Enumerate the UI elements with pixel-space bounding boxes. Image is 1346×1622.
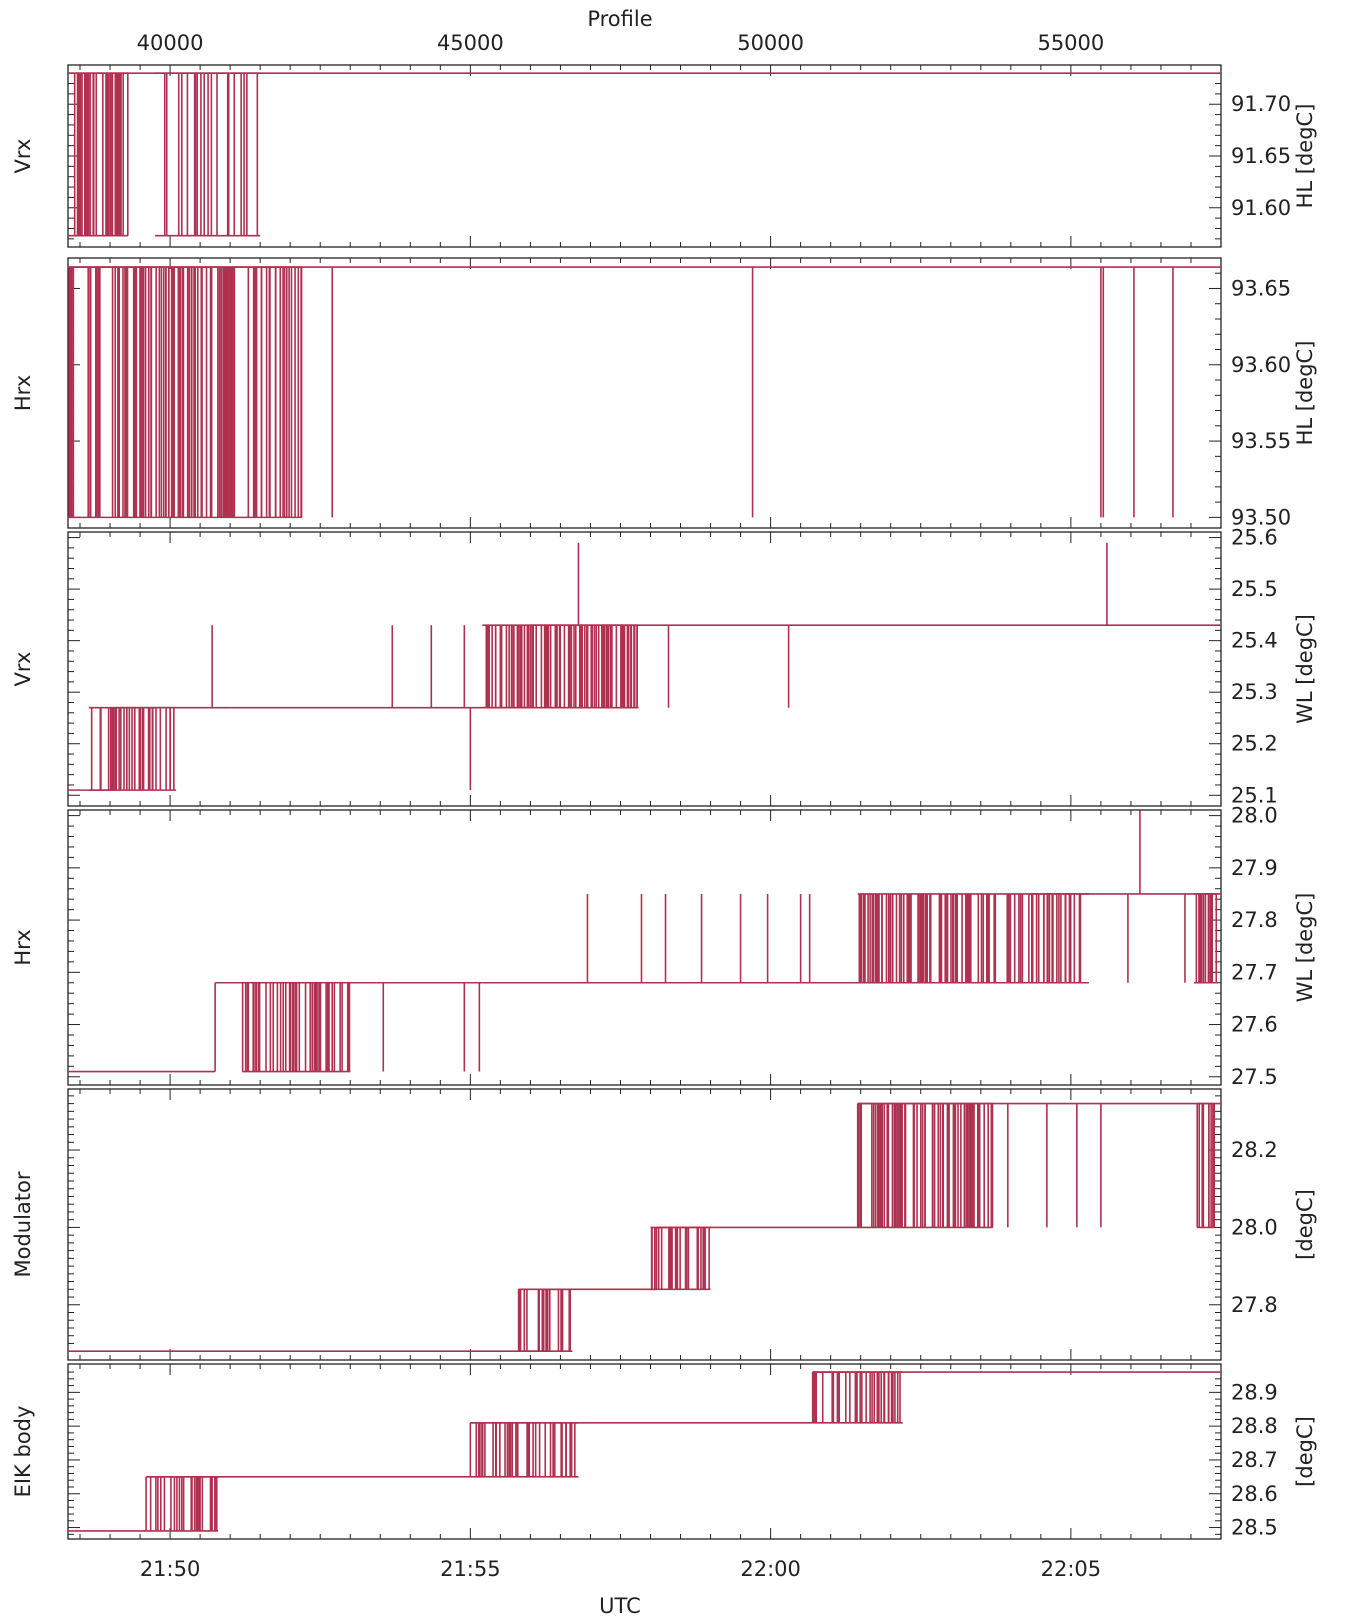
y-tick-label: 28.0: [1231, 804, 1278, 828]
y-tick-label: 27.6: [1231, 1013, 1278, 1037]
panel-left-label: Vrx: [11, 652, 35, 687]
series-trace: [68, 810, 1221, 1073]
panel-right-label: HL [degC]: [1293, 104, 1317, 209]
bottom-tick-label: 21:50: [140, 1557, 201, 1581]
top-tick-label: 45000: [437, 31, 504, 55]
y-tick-label: 28.5: [1231, 1516, 1278, 1540]
panel-right-label: [degC]: [1293, 1416, 1317, 1487]
top-axis-ticks: 40000 45000 50000 55000: [137, 31, 1105, 55]
y-tick-label: 93.60: [1231, 353, 1291, 377]
bottom-axis-label: UTC: [599, 1594, 641, 1618]
panel-frame: [67, 1088, 1222, 1361]
panel-2: 93.50 93.55 93.60 93.65 Hrx HL [degC]: [11, 257, 1317, 529]
y-tick-label: 28.7: [1231, 1448, 1278, 1472]
panel-frame: [67, 809, 1222, 1086]
series-trace: [68, 72, 1221, 237]
y-tick-label: 28.0: [1231, 1215, 1278, 1239]
y-tick-label: 25.6: [1231, 526, 1278, 550]
panel-left-label: Modulator: [11, 1171, 35, 1277]
panel-left-label: Hrx: [11, 375, 35, 411]
y-tick-label: 28.8: [1231, 1414, 1278, 1438]
panel-right-label: WL [degC]: [1293, 614, 1317, 724]
y-tick-label: 25.4: [1231, 629, 1278, 653]
bottom-tick-label: 21:55: [440, 1557, 501, 1581]
y-tick-label: 27.8: [1231, 908, 1278, 932]
bottom-tick-label: 22:00: [740, 1557, 801, 1581]
panel-right-label: [degC]: [1293, 1189, 1317, 1260]
series-trace: [68, 1102, 1221, 1352]
panel-4: 27.5 27.6 27.7 27.8 27.9 28.0 Hrx WL [degC]: [11, 804, 1317, 1089]
y-tick-label: 25.2: [1231, 732, 1278, 756]
y-tick-label: 25.5: [1231, 577, 1278, 601]
panel-left-label: Hrx: [11, 929, 35, 965]
series-trace: [68, 266, 1221, 519]
y-tick-label: 91.60: [1231, 196, 1291, 220]
panel-left-label: Vrx: [11, 139, 35, 174]
panel-3: 25.1 25.2 25.3 25.4 25.5 25.6 Vrx WL [degC]: [11, 526, 1317, 808]
top-tick-label: 55000: [1037, 31, 1104, 55]
bottom-axis-ticks: 21:50 21:55 22:00 22:05: [140, 1557, 1101, 1581]
y-tick-label: 27.8: [1231, 1293, 1278, 1317]
bottom-tick-label: 22:05: [1041, 1557, 1102, 1581]
panel-1: 91.60 91.65 91.70 Vrx HL [degC]: [11, 64, 1317, 248]
y-tick-label: 27.9: [1231, 856, 1278, 880]
panel-frame: [67, 1363, 1222, 1540]
panel-right-label: HL [degC]: [1293, 341, 1317, 446]
y-tick-label: 25.1: [1231, 783, 1278, 807]
top-tick-label: 40000: [137, 31, 204, 55]
series-trace: [68, 1371, 1221, 1532]
y-tick-label: 93.55: [1231, 429, 1291, 453]
panel-frame: [67, 531, 1222, 807]
y-tick-label: 91.65: [1231, 144, 1291, 168]
y-tick-label: 28.2: [1231, 1138, 1278, 1162]
series-trace: [68, 542, 1221, 791]
top-axis-label: Profile: [587, 7, 652, 31]
y-tick-label: 28.6: [1231, 1482, 1278, 1506]
y-tick-label: 27.7: [1231, 960, 1278, 984]
panel-6: 28.5 28.6 28.7 28.8 28.9 EIK body [degC]: [11, 1363, 1317, 1540]
y-tick-label: 25.3: [1231, 680, 1278, 704]
panel-left-label: EIK body: [11, 1406, 35, 1498]
y-tick-label: 93.65: [1231, 276, 1291, 300]
y-tick-label: 93.50: [1231, 505, 1291, 529]
y-tick-label: 27.5: [1231, 1065, 1278, 1089]
y-tick-label: 91.70: [1231, 92, 1291, 116]
top-tick-label: 50000: [737, 31, 804, 55]
panel-frame: [67, 257, 1222, 529]
panel-5: 27.8 28.0 28.2 Modulator [degC]: [11, 1088, 1317, 1361]
y-tick-label: 28.9: [1231, 1380, 1278, 1404]
panel-right-label: WL [degC]: [1293, 893, 1317, 1003]
